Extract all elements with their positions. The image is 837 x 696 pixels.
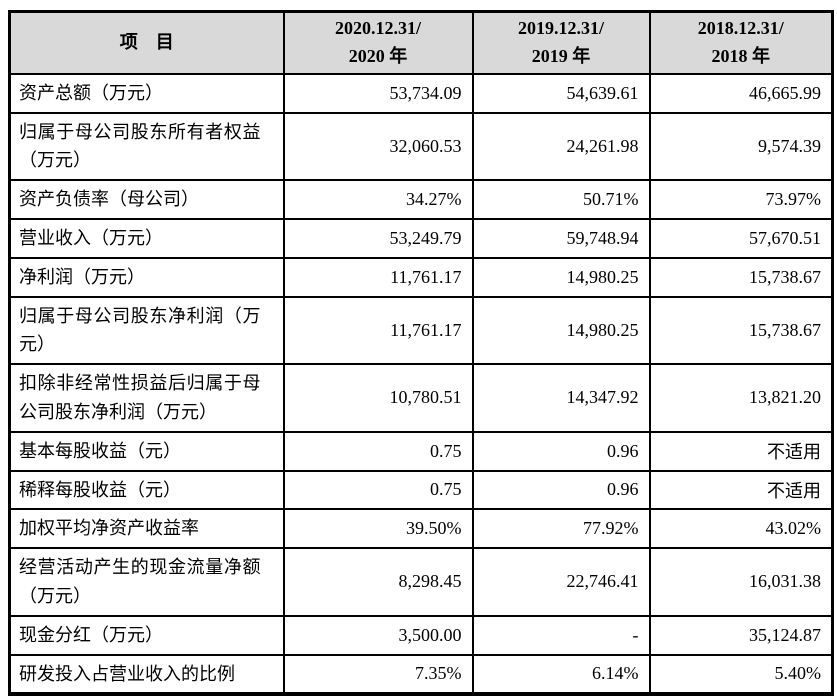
value-cell: 6.14%: [471, 653, 651, 696]
value-cell: 13,821.20: [648, 363, 834, 433]
value-cell: 77.92%: [471, 508, 651, 550]
value-cell: 3,500.00: [282, 614, 474, 656]
value-cell: 11,761.17: [282, 295, 474, 366]
value-cell: 24,261.98: [471, 111, 651, 182]
header-item-cell: 项 目: [8, 10, 285, 75]
table-row: 基本每股收益（元） 0.75 0.96 不适用: [8, 430, 834, 472]
table-row: 扣除非经常性损益后归属于母公司股东净利润（万元） 10,780.51 14,34…: [8, 363, 834, 433]
table-row: 研发投入占营业收入的比例 7.35% 6.14% 5.40%: [8, 653, 834, 696]
table-row: 经营活动产生的现金流量净额（万元） 8,298.45 22,746.41 16,…: [8, 547, 834, 617]
row-label: 资产负债率（母公司）: [8, 179, 285, 220]
document-page: 项 目 2020.12.31/ 2020 年 2019.12.31/ 2019 …: [8, 10, 834, 696]
value-cell: -: [471, 614, 651, 656]
value-cell: 34.27%: [282, 179, 474, 220]
row-label: 加权平均净资产收益率: [8, 508, 285, 550]
value-cell: 59,748.94: [471, 217, 651, 259]
financial-summary-table: 项 目 2020.12.31/ 2020 年 2019.12.31/ 2019 …: [8, 10, 834, 696]
row-label: 归属于母公司股东所有者权益（万元）: [8, 111, 285, 182]
value-cell: 35,124.87: [648, 614, 834, 656]
row-label: 资产总额（万元）: [8, 72, 285, 114]
row-label: 现金分红（万元）: [8, 614, 285, 656]
value-cell: 53,734.09: [282, 72, 474, 114]
value-cell: 57,670.51: [648, 217, 834, 259]
header-row: 项 目 2020.12.31/ 2020 年 2019.12.31/ 2019 …: [8, 10, 834, 75]
row-label: 扣除非经常性损益后归属于母公司股东净利润（万元）: [8, 363, 285, 433]
header-period-2019-line2: 2019 年: [531, 45, 591, 66]
value-cell: 22,746.41: [471, 547, 651, 617]
header-period-2018-line2: 2018 年: [711, 45, 771, 66]
header-period-2020: 2020.12.31/ 2020 年: [282, 10, 474, 75]
row-label: 营业收入（万元）: [8, 217, 285, 259]
row-label: 净利润（万元）: [8, 256, 285, 298]
value-cell: 53,249.79: [282, 217, 474, 259]
value-cell: 43.02%: [648, 508, 834, 550]
value-cell: 0.75: [282, 469, 474, 511]
value-cell: 73.97%: [648, 179, 834, 220]
row-label: 归属于母公司股东净利润（万元）: [8, 295, 285, 366]
table-row: 归属于母公司股东净利润（万元） 11,761.17 14,980.25 15,7…: [8, 295, 834, 366]
value-cell: 不适用: [648, 469, 834, 511]
header-period-2020-line2: 2020 年: [348, 45, 408, 66]
value-cell: 39.50%: [282, 508, 474, 550]
table-row: 营业收入（万元） 53,249.79 59,748.94 57,670.51: [8, 217, 834, 259]
table-row: 归属于母公司股东所有者权益（万元） 32,060.53 24,261.98 9,…: [8, 111, 834, 182]
row-label: 稀释每股收益（元）: [8, 469, 285, 511]
value-cell: 5.40%: [648, 653, 834, 696]
value-cell: 10,780.51: [282, 363, 474, 433]
value-cell: 14,980.25: [471, 256, 651, 298]
table-row: 加权平均净资产收益率 39.50% 77.92% 43.02%: [8, 508, 834, 550]
value-cell: 50.71%: [471, 179, 651, 220]
value-cell: 0.96: [471, 430, 651, 472]
value-cell: 7.35%: [282, 653, 474, 696]
value-cell: 0.96: [471, 469, 651, 511]
header-period-2020-line1: 2020.12.31/: [334, 18, 421, 38]
value-cell: 11,761.17: [282, 256, 474, 298]
row-label: 研发投入占营业收入的比例: [8, 653, 285, 696]
table-row: 现金分红（万元） 3,500.00 - 35,124.87: [8, 614, 834, 656]
value-cell: 15,738.67: [648, 295, 834, 366]
value-cell: 54,639.61: [471, 72, 651, 114]
header-period-2018-line1: 2018.12.31/: [697, 18, 784, 38]
header-period-2019: 2019.12.31/ 2019 年: [471, 10, 651, 75]
value-cell: 9,574.39: [648, 111, 834, 182]
header-period-2019-line1: 2019.12.31/: [517, 18, 604, 38]
value-cell: 32,060.53: [282, 111, 474, 182]
value-cell: 0.75: [282, 430, 474, 472]
table-row: 稀释每股收益（元） 0.75 0.96 不适用: [8, 469, 834, 511]
row-label: 经营活动产生的现金流量净额（万元）: [8, 547, 285, 617]
value-cell: 46,665.99: [648, 72, 834, 114]
value-cell: 14,347.92: [471, 363, 651, 433]
header-period-2018: 2018.12.31/ 2018 年: [648, 10, 834, 75]
value-cell: 14,980.25: [471, 295, 651, 366]
table-row: 净利润（万元） 11,761.17 14,980.25 15,738.67: [8, 256, 834, 298]
row-label: 基本每股收益（元）: [8, 430, 285, 472]
table-row: 资产总额（万元） 53,734.09 54,639.61 46,665.99: [8, 72, 834, 114]
value-cell: 8,298.45: [282, 547, 474, 617]
value-cell: 15,738.67: [648, 256, 834, 298]
value-cell: 16,031.38: [648, 547, 834, 617]
table-row: 资产负债率（母公司） 34.27% 50.71% 73.97%: [8, 179, 834, 220]
value-cell: 不适用: [648, 430, 834, 472]
